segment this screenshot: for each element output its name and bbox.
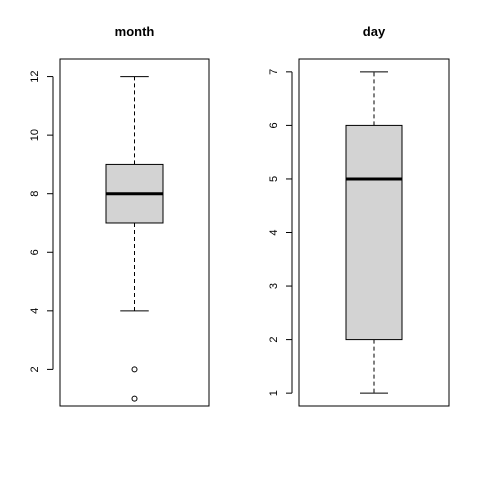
chart-title: day	[363, 24, 386, 39]
y-tick-label: 1	[268, 390, 280, 396]
y-tick-label: 2	[29, 366, 41, 372]
iqr-box	[345, 124, 403, 341]
plot-frame	[59, 58, 210, 407]
outlier-point	[131, 366, 138, 373]
y-tick-label: 6	[29, 249, 41, 255]
plot-frame	[298, 58, 450, 407]
y-tick-label: 4	[268, 229, 280, 235]
y-tick-label: 7	[268, 69, 280, 75]
y-tick-label: 4	[29, 308, 41, 314]
y-tick-label: 10	[29, 129, 41, 141]
y-tick-label: 3	[268, 283, 280, 289]
boxplot-panel-month: month 2 4 6 8 10 12	[29, 24, 210, 407]
y-tick-label: 6	[268, 122, 280, 128]
y-tick-label: 2	[268, 337, 280, 343]
y-tick-label: 12	[29, 70, 41, 82]
outlier-point	[131, 395, 138, 402]
y-tick-label: 8	[29, 191, 41, 197]
boxplot-panel-day: day 1 2 3 4 5 6 7	[268, 24, 450, 407]
chart-title: month	[115, 24, 155, 39]
y-tick-label: 5	[268, 176, 280, 182]
